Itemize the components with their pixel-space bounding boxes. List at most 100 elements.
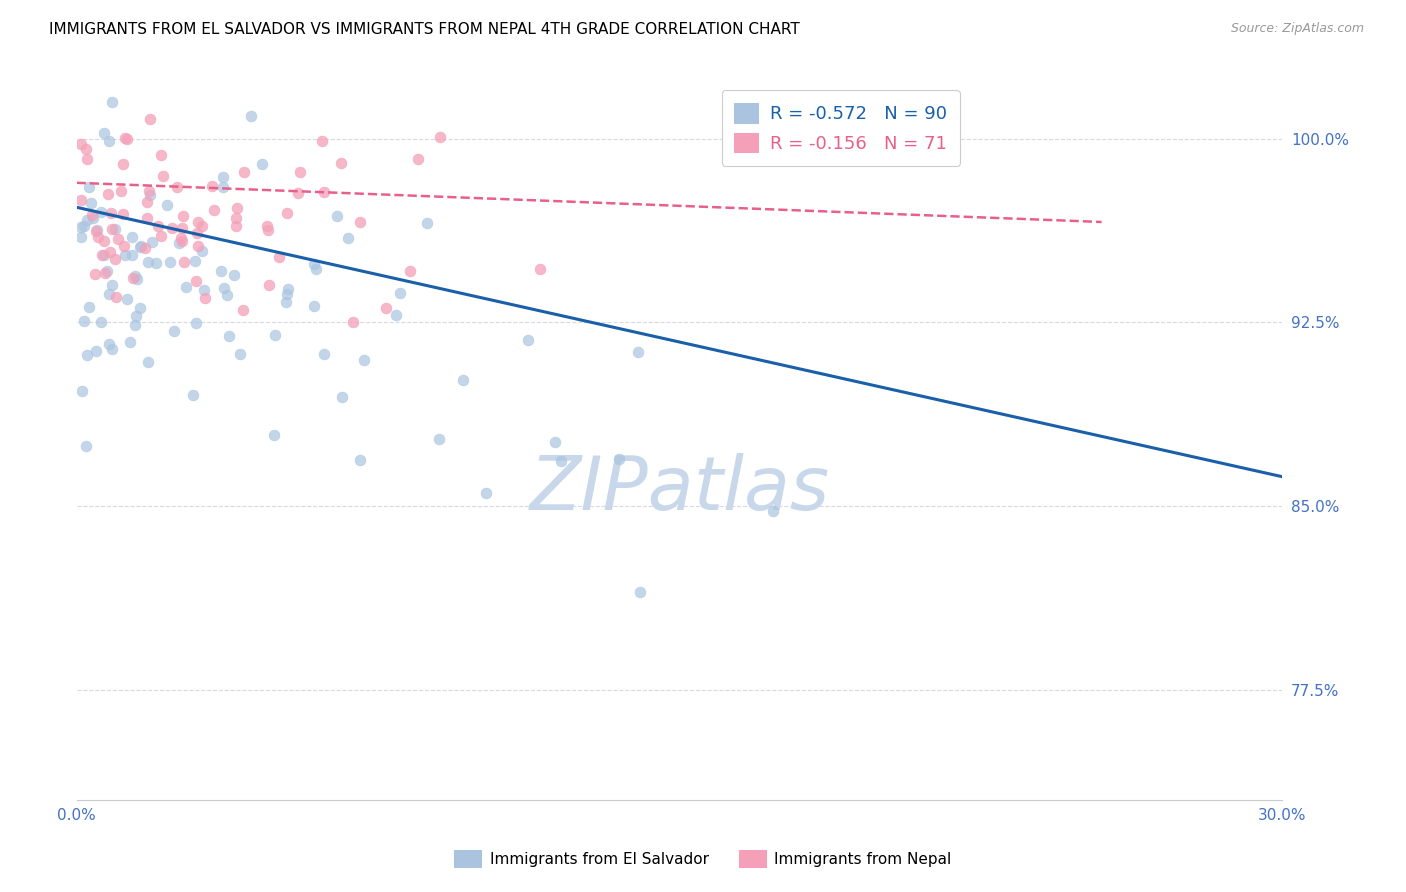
Point	[194, 291, 217, 305]
Point	[77, 180, 100, 194]
Point	[162, 221, 184, 235]
Point	[124, 268, 146, 283]
Point	[408, 153, 430, 167]
Point	[305, 262, 328, 277]
Point	[475, 486, 498, 500]
Point	[128, 301, 150, 316]
Point	[550, 454, 572, 468]
Point	[75, 439, 97, 453]
Point	[97, 134, 120, 148]
Point	[212, 180, 235, 194]
Point	[181, 388, 204, 402]
Point	[349, 215, 371, 229]
Point	[149, 229, 172, 244]
Point	[114, 131, 136, 145]
Point	[69, 219, 91, 234]
Point	[73, 219, 96, 233]
Point	[159, 255, 181, 269]
Point	[263, 327, 285, 342]
Point	[276, 295, 298, 310]
Point	[240, 109, 263, 123]
Point	[232, 165, 254, 179]
Point	[516, 333, 538, 347]
Point	[529, 261, 551, 276]
Point	[139, 112, 162, 126]
Point	[209, 263, 232, 277]
Point	[84, 267, 107, 281]
Point	[607, 451, 630, 466]
Point	[186, 274, 208, 288]
Point	[105, 290, 128, 304]
Point	[225, 219, 247, 234]
Point	[451, 373, 474, 387]
Point	[128, 240, 150, 254]
Point	[388, 286, 411, 301]
Point	[311, 134, 333, 148]
Point	[429, 130, 451, 145]
Point	[82, 211, 104, 225]
Point	[627, 345, 650, 359]
Point	[104, 222, 127, 236]
Point	[87, 230, 110, 244]
Point	[69, 136, 91, 151]
Point	[101, 343, 124, 357]
Point	[169, 235, 191, 250]
Point	[287, 186, 309, 200]
Point	[86, 343, 108, 358]
Point	[326, 209, 349, 223]
Point	[139, 187, 162, 202]
Point	[416, 216, 439, 230]
Point	[277, 282, 299, 296]
Point	[93, 248, 115, 262]
Point	[427, 432, 450, 446]
Point	[69, 193, 91, 207]
Point	[73, 314, 96, 328]
Point	[290, 165, 312, 179]
Point	[84, 224, 107, 238]
Point	[118, 335, 141, 350]
Point	[96, 187, 118, 202]
Point	[187, 238, 209, 252]
Point	[136, 255, 159, 269]
Point	[98, 336, 121, 351]
Point	[385, 308, 408, 322]
Point	[257, 223, 280, 237]
Point	[212, 169, 235, 184]
Point	[215, 288, 238, 302]
Point	[193, 283, 215, 297]
Point	[166, 180, 188, 194]
Point	[170, 221, 193, 235]
Point	[337, 231, 360, 245]
Point	[138, 184, 160, 198]
Point	[98, 286, 121, 301]
Point	[628, 584, 651, 599]
Point	[111, 206, 134, 220]
Point	[250, 156, 273, 170]
Legend: R = -0.572   N = 90, R = -0.156   N = 71: R = -0.572 N = 90, R = -0.156 N = 71	[721, 90, 960, 166]
Point	[129, 239, 152, 253]
Point	[232, 303, 254, 318]
Point	[312, 347, 335, 361]
Point	[80, 196, 103, 211]
Point	[191, 244, 214, 258]
Point	[172, 209, 194, 223]
Legend: Immigrants from El Salvador, Immigrants from Nepal: Immigrants from El Salvador, Immigrants …	[447, 843, 959, 875]
Point	[135, 211, 157, 225]
Point	[304, 257, 326, 271]
Point	[98, 244, 121, 259]
Point	[77, 300, 100, 314]
Point	[117, 292, 139, 306]
Point	[225, 211, 247, 225]
Point	[134, 241, 156, 255]
Text: IMMIGRANTS FROM EL SALVADOR VS IMMIGRANTS FROM NEPAL 4TH GRADE CORRELATION CHART: IMMIGRANTS FROM EL SALVADOR VS IMMIGRANT…	[49, 22, 800, 37]
Point	[163, 324, 186, 338]
Point	[80, 208, 103, 222]
Point	[263, 427, 285, 442]
Point	[214, 281, 236, 295]
Point	[75, 142, 97, 156]
Point	[124, 318, 146, 332]
Point	[176, 280, 198, 294]
Point	[121, 248, 143, 262]
Point	[269, 250, 291, 264]
Point	[145, 256, 167, 270]
